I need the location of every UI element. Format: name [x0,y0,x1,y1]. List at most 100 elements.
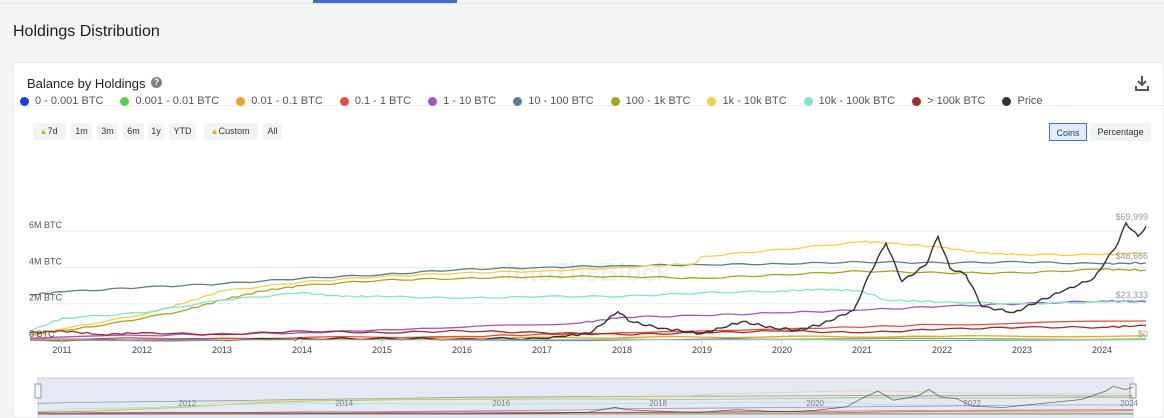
legend-item[interactable]: 0.1 - 1 BTC [339,95,412,107]
legend-label: 100 - 1k BTC [625,95,691,107]
navigator-series-line [37,410,1134,414]
legend-dot [707,96,717,106]
series-line [29,320,1147,341]
range-button-3m[interactable]: 3m [97,123,118,140]
x-axis-tick-label: 2011 [52,345,71,355]
legend-item[interactable]: 1 - 10 BTC [428,95,496,107]
x-axis-tick-label: 2019 [692,345,712,355]
legend-label: 1k - 10k BTC [722,95,787,107]
navigator-tick-label: 2022 [963,399,981,408]
range-button-all[interactable]: All [263,123,282,140]
x-axis-tick-label: 2017 [532,345,552,355]
left-axis-tick-label: 0 BTC [29,329,55,339]
x-axis-tick-label: 2024 [1092,345,1112,355]
left-axis-tick-label: 2M BTC [29,293,63,303]
legend-item[interactable]: Price [1002,95,1043,107]
top-tab-indicator [313,0,457,3]
right-axis-tick-label: $46,666 [1115,251,1148,261]
legend-item[interactable]: 0.001 - 0.01 BTC [120,95,219,107]
right-axis-tick-label: $23,333 [1115,290,1148,300]
legend-label: 1 - 10 BTC [443,95,497,107]
axes-group: 0 BTC 2M BTC 4M BTC 6M BTC $0 $23,333 $46,666 $… [29,212,1148,355]
legend-label: > 100k BTC [927,95,986,107]
navigator-tick-label: 2024 [1120,399,1138,408]
range-button-7d[interactable]: 🔒︎ 7d [33,123,66,140]
legend-label: 0 - 0.001 BTC [35,95,104,107]
x-axis-tick-label: 2015 [372,345,392,355]
chart-card: Balance by Holdings ? [13,62,1164,418]
card-title: Balance by Holdings [27,76,146,91]
range-button-ytd[interactable]: YTD [169,123,196,140]
series-line [29,221,1147,342]
navigator-tick-label: 2020 [806,399,824,408]
navigator-handle-right [1129,383,1137,399]
legend-dot [428,96,438,106]
range-button-1m[interactable]: 1m [71,123,92,140]
x-axis-tick-label: 2014 [292,345,312,355]
legend-dot [1002,96,1012,106]
legend-label: 10 - 100 BTC [528,95,594,107]
x-axis-tick-label: 2012 [132,345,152,355]
series-line [29,324,1147,336]
legend-dot [339,96,349,106]
legend-dot [513,96,523,106]
legend-item[interactable]: 10 - 100 BTC [513,95,594,107]
legend-label: 0.01 - 0.1 BTC [251,95,323,107]
navigator-group: 2012 2014 2016 2018 2020 2022 2024 [34,377,1139,418]
navigator-tick-label: 2016 [492,399,510,408]
legend-dot [610,96,620,106]
x-axis-tick-label: 2021 [852,345,872,355]
navigator-series-line [37,390,1134,414]
range-button-1y[interactable]: 1y [148,123,164,140]
section-title: Holdings Distribution [13,23,160,40]
lock-icon: 🔒︎ [41,127,46,136]
series-line [29,288,1147,332]
legend-label: 0.1 - 1 BTC [354,95,412,107]
legend-dot [120,96,130,106]
toggle-coins[interactable]: Coins [1049,123,1087,141]
legend-item[interactable]: 100 - 1k BTC [610,95,691,107]
legend-item[interactable]: 1k - 10k BTC [707,95,787,107]
navigator-series-line [37,385,1134,415]
legend-label: 10k - 100k BTC [818,95,896,107]
right-axis-tick-label: $0 [1138,329,1148,339]
legend-item[interactable]: 10k - 100k BTC [803,95,896,107]
lock-icon: 🔒︎ [212,127,217,136]
legend-dot [912,96,922,106]
x-axis-tick-label: 2023 [1012,345,1032,355]
navigator-series-line [37,401,1134,413]
range-button-custom[interactable]: 🔒︎ Custom [204,123,258,140]
series-line [29,260,1147,296]
series-line [29,267,1147,336]
right-axis-tick-label: $69,999 [1115,212,1148,222]
legend-dot [20,96,29,106]
legend-dot [236,96,246,106]
x-axis-tick-label: 2022 [932,345,952,355]
card-header: Balance by Holdings ? [14,63,1163,106]
x-axis-tick-label: 2016 [452,345,472,355]
top-divider [0,3,1164,4]
navigator-series-line [37,395,1134,404]
legend-dot [803,96,813,106]
navigator-tick-label: 2012 [178,399,196,408]
chart-legend: 0 - 0.001 BTC 0.001 - 0.01 BTC 0.01 - 0.1 … [20,95,1043,113]
navigator-tick-label: 2018 [649,399,667,408]
series-line [29,240,1147,338]
legend-label: 0.001 - 0.01 BTC [135,95,220,107]
navigator-handle-left [34,383,42,399]
toggle-percentage[interactable]: Percentage [1090,123,1151,141]
x-axis-tick-label: 2018 [612,345,632,355]
left-axis-tick-label: 6M BTC [29,220,63,230]
legend-item[interactable]: > 100k BTC [912,95,985,107]
download-icon[interactable] [1135,75,1149,91]
x-axis-tick-label: 2013 [212,345,232,355]
legend-label: Price [1017,95,1043,107]
x-axis-tick-label: 2020 [772,345,792,355]
left-axis-tick-label: 4M BTC [29,256,63,266]
navigator-tick-label: 2014 [335,399,353,408]
legend-item[interactable]: 0 - 0.001 BTC [20,95,103,107]
legend-item[interactable]: 0.01 - 0.1 BTC [236,95,323,107]
help-circle-icon[interactable]: ? [151,77,162,88]
range-button-6m[interactable]: 6m [123,123,144,140]
